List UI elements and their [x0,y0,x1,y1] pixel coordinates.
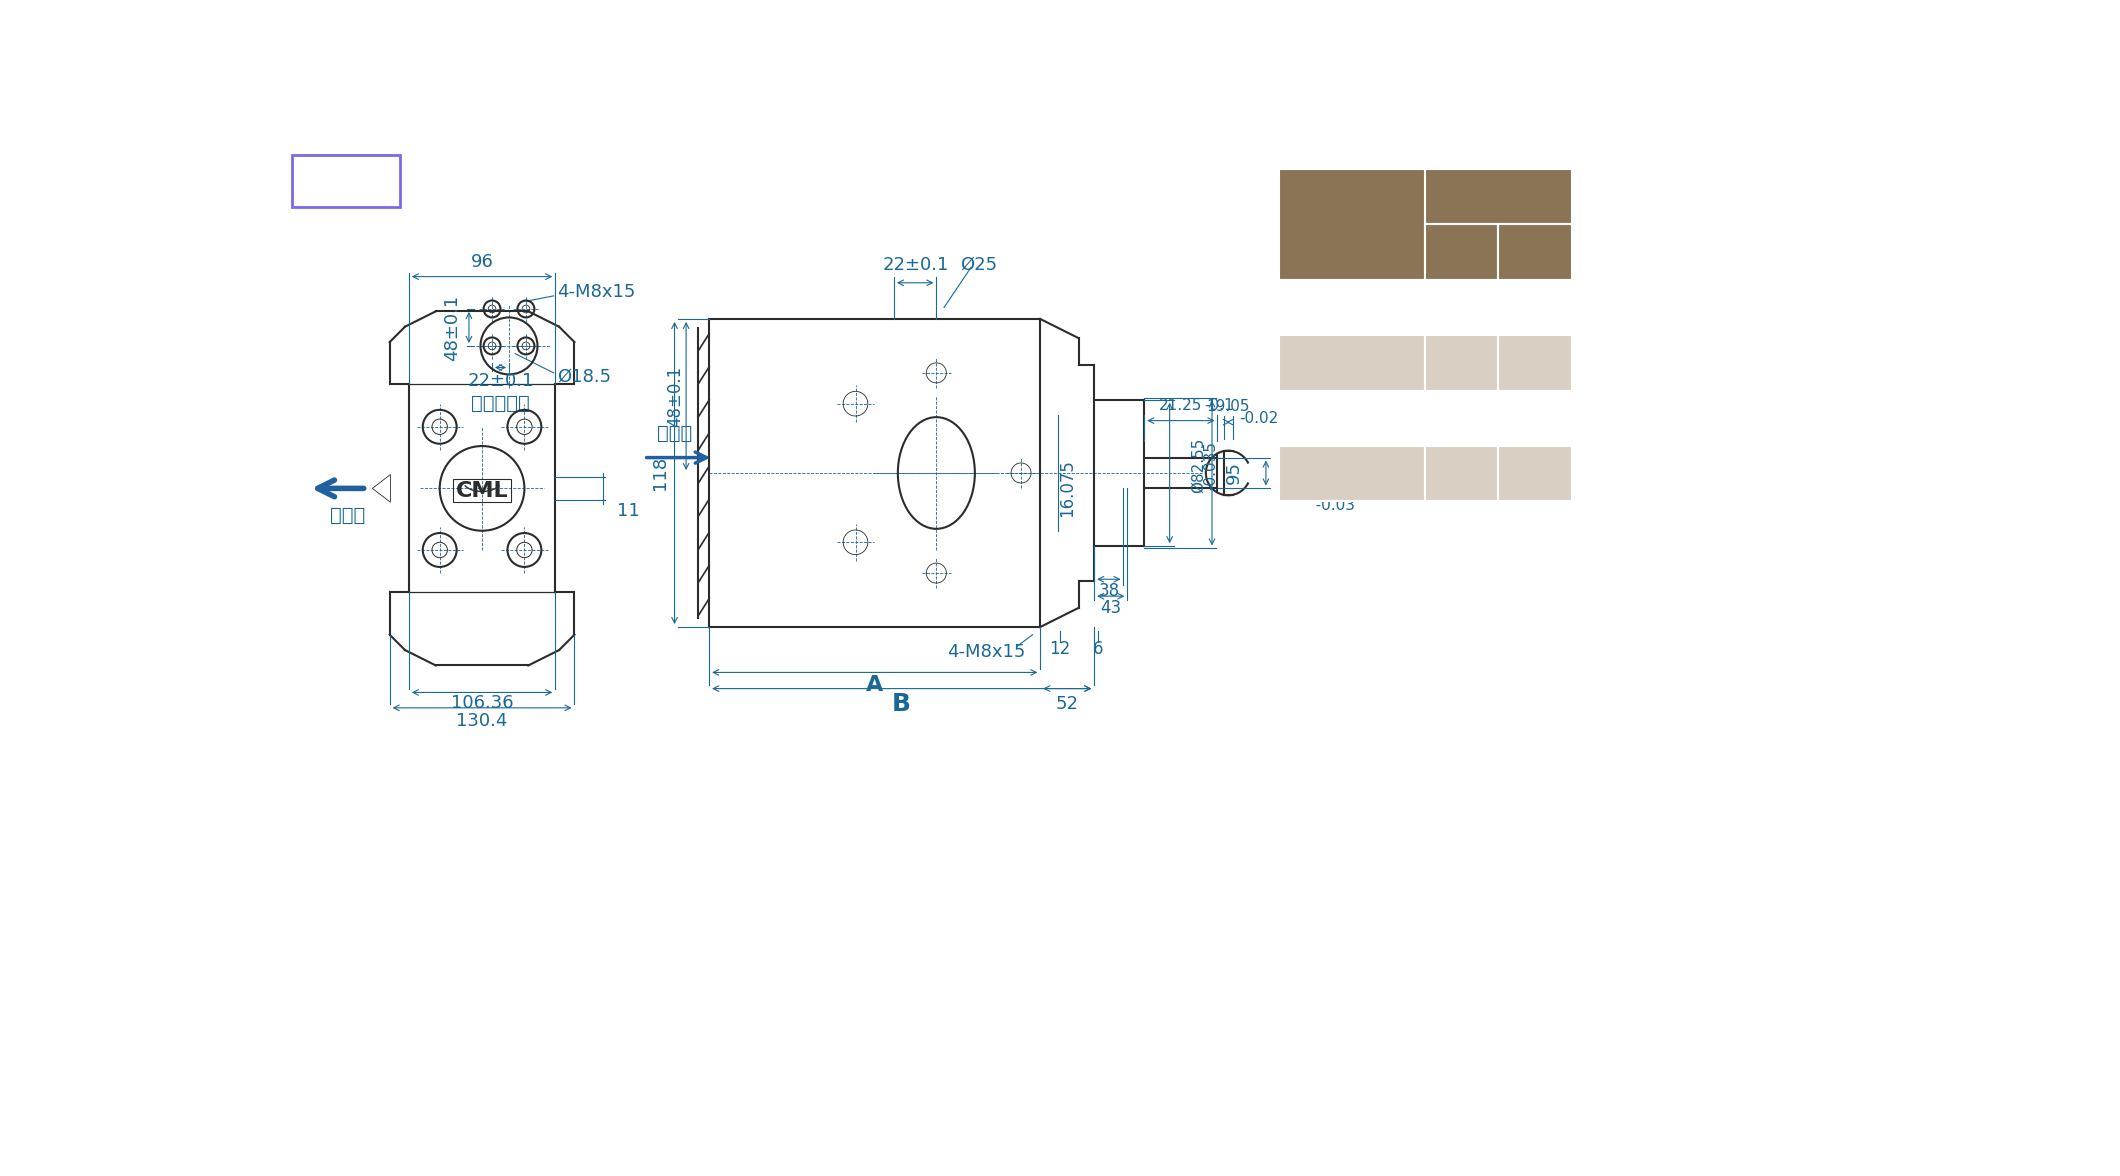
Text: 6: 6 [1092,640,1102,657]
Text: Model: Model [1312,240,1393,263]
Text: 118: 118 [651,456,670,490]
Text: Ø82.55: Ø82.55 [1191,437,1206,493]
Text: A: A [867,675,884,695]
Text: 4-M8x15: 4-M8x15 [558,283,636,301]
Text: 22±0.1: 22±0.1 [466,372,534,389]
Text: 43: 43 [1100,599,1121,616]
Bar [454,479,511,502]
Bar [1425,446,1499,501]
Bar [1278,390,1425,446]
Bar [1425,390,1499,446]
Text: EGC-32: EGC-32 [1308,462,1397,486]
Bar [1278,169,1425,280]
Text: -0.1: -0.1 [1204,397,1234,413]
Text: 70.5: 70.5 [1435,407,1488,430]
Text: -0.02: -0.02 [1240,410,1278,426]
Text: 141: 141 [1514,407,1558,430]
Text: 96: 96 [471,253,494,270]
Text: 12: 12 [1049,640,1071,657]
Bar [1278,335,1425,390]
Text: EGC-26: EGC-26 [1308,407,1397,430]
Bar [1425,225,1499,280]
Text: 出油口: 出油口 [331,506,365,524]
Text: CML: CML [456,481,509,501]
Bar [1499,280,1571,335]
Bar [1499,390,1571,446]
Text: B: B [893,691,912,716]
Text: (mm): (mm) [1463,185,1535,208]
Text: EGC: EGC [290,158,403,205]
Bar [293,155,401,207]
Text: 4-M8x15: 4-M8x15 [948,642,1026,661]
Text: 68: 68 [1446,350,1478,375]
Text: 入油口: 入油口 [657,423,691,442]
Text: EGC-19: EGC-19 [1308,295,1397,320]
Text: 48±0.1: 48±0.1 [443,294,460,361]
Text: 150: 150 [1512,462,1558,486]
Text: A: A [1452,240,1471,263]
Bar [1425,335,1499,390]
Bar [1499,335,1571,390]
Text: 130.4: 130.4 [456,711,507,730]
Text: 出油口尺寸: 出油口尺寸 [471,394,530,413]
Text: -0.03: -0.03 [1300,497,1355,513]
Text: -0.035: -0.035 [1202,441,1217,489]
Text: EGC-22: EGC-22 [1308,350,1397,375]
Text: 95: 95 [1225,461,1242,485]
Text: 21.25: 21.25 [1160,397,1202,413]
Bar [1499,446,1571,501]
Text: 66: 66 [1446,295,1478,320]
Text: B: B [1526,240,1543,263]
Text: Ø18.5: Ø18.5 [558,368,611,386]
Bar [1499,225,1571,280]
Text: 52: 52 [1056,695,1079,713]
Text: 22±0.1: 22±0.1 [882,256,950,274]
Text: 132: 132 [1512,295,1558,320]
Bar [1425,280,1499,335]
Bar [1425,169,1571,225]
Bar [1278,446,1425,501]
Text: 38: 38 [1098,582,1119,600]
Text: 11: 11 [617,502,640,521]
Text: 19.05: 19.05 [1206,400,1251,414]
Text: Ø25: Ø25 [960,256,996,274]
Text: 75: 75 [1446,462,1478,486]
Text: 48±0.1: 48±0.1 [666,366,685,427]
Text: 4.8: 4.8 [1285,487,1310,502]
Text: 16.075: 16.075 [1058,460,1077,517]
Text: 106.36: 106.36 [452,694,513,713]
Text: 136: 136 [1512,350,1558,375]
Bar [1278,280,1425,335]
